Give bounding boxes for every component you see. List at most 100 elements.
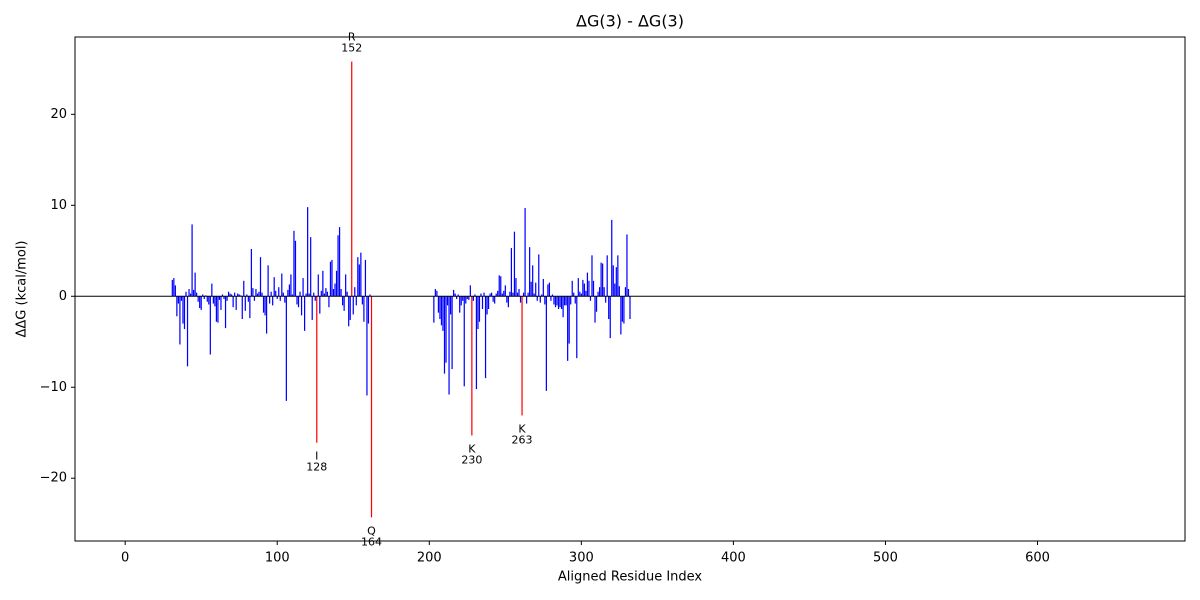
bar <box>174 285 176 297</box>
bar <box>328 296 330 308</box>
bar <box>332 289 335 297</box>
bar <box>564 296 566 306</box>
bar <box>583 283 585 297</box>
bar <box>287 289 289 297</box>
bar <box>436 290 438 297</box>
bar <box>475 296 478 390</box>
bar <box>592 280 595 297</box>
bar <box>439 296 441 320</box>
bar <box>246 294 248 297</box>
bar <box>506 296 508 303</box>
bar <box>217 296 219 323</box>
bar <box>466 296 468 300</box>
bar <box>323 293 325 297</box>
bar <box>626 234 628 297</box>
bar <box>320 290 322 297</box>
bar <box>507 296 509 308</box>
bar <box>494 296 496 304</box>
bar <box>226 296 228 301</box>
bar <box>370 296 373 518</box>
x-tick-label: 100 <box>265 551 290 566</box>
bar <box>504 285 506 297</box>
annotation-number: 128 <box>306 461 327 474</box>
bar <box>547 284 549 297</box>
x-tick-label: 600 <box>1025 551 1050 566</box>
bar <box>529 247 531 297</box>
bar <box>270 291 272 297</box>
y-axis-label: ΔΔG (kcal/mol) <box>15 241 30 338</box>
bar <box>221 294 224 297</box>
bar <box>602 263 604 297</box>
bar <box>261 292 263 297</box>
bar <box>185 291 187 297</box>
bar <box>585 290 587 297</box>
bar <box>303 296 306 331</box>
bar <box>440 296 443 326</box>
bar <box>269 296 271 304</box>
bar <box>335 270 338 297</box>
bar <box>519 296 522 303</box>
bar <box>293 230 295 297</box>
bar <box>300 296 303 316</box>
bar <box>451 296 453 370</box>
y-tick-label: 20 <box>50 107 67 122</box>
bar <box>258 291 260 297</box>
bar <box>437 296 440 313</box>
bar <box>559 296 561 308</box>
bar <box>218 296 221 300</box>
bar <box>468 296 470 300</box>
bar <box>319 296 321 314</box>
bar <box>530 281 532 297</box>
bar <box>621 296 624 322</box>
bar <box>176 296 178 317</box>
x-tick-label: 0 <box>121 551 129 566</box>
bar <box>244 296 246 311</box>
bar <box>513 231 516 297</box>
bar <box>556 296 558 306</box>
bar <box>492 296 494 302</box>
bar <box>349 296 351 320</box>
bar <box>480 293 482 297</box>
bar <box>600 262 602 297</box>
bar <box>629 296 631 320</box>
bar <box>521 296 523 416</box>
annotation-number: 152 <box>341 42 362 55</box>
bar <box>220 296 222 310</box>
bar <box>326 291 329 297</box>
bar <box>367 296 370 324</box>
bar <box>256 293 259 297</box>
bar <box>325 288 327 297</box>
bar <box>360 252 362 297</box>
bar <box>457 294 459 297</box>
bar <box>247 296 249 302</box>
annotation-residue: Q <box>367 524 376 537</box>
bar <box>208 296 210 305</box>
annotation-residue: K <box>518 422 526 435</box>
annotation-number: 164 <box>361 535 382 548</box>
bar <box>509 291 511 297</box>
bar <box>291 294 294 297</box>
bar <box>243 280 245 297</box>
bar <box>591 255 593 297</box>
bar <box>357 257 359 297</box>
y-tick-label: 0 <box>59 289 67 304</box>
plot-frame <box>74 36 1186 542</box>
bar <box>191 224 193 297</box>
bar <box>235 296 237 310</box>
bar <box>255 289 257 297</box>
bar <box>196 292 198 297</box>
bar <box>448 296 450 395</box>
bar <box>538 254 540 297</box>
bar <box>311 296 313 320</box>
bar <box>279 296 281 301</box>
bar <box>588 280 590 297</box>
bar <box>603 287 605 297</box>
x-axis-label: Aligned Residue Index <box>558 570 703 585</box>
bar <box>442 296 444 331</box>
bar <box>627 289 630 297</box>
bar <box>197 296 199 302</box>
bar <box>512 292 514 297</box>
bar <box>503 290 505 297</box>
x-tick-label: 500 <box>873 551 898 566</box>
bar <box>617 255 619 297</box>
